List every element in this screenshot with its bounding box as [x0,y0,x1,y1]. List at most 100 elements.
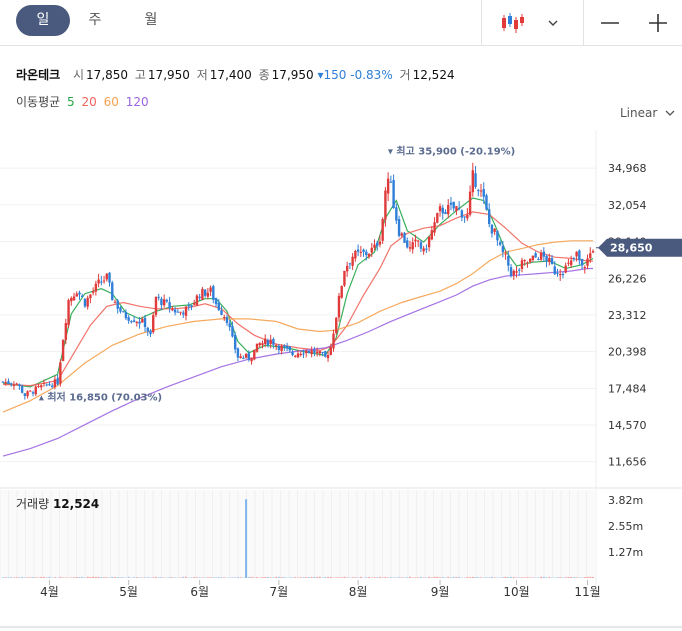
candle-body [520,260,524,269]
candle-body [444,211,447,215]
volume-label: 거 [399,68,411,82]
tab-week[interactable]: 주 [88,12,102,28]
candle-body [512,270,515,276]
x-tick-label: 8월 [349,585,368,599]
candle-body [291,351,294,356]
volume-bar [152,577,155,578]
candle-body [304,350,308,354]
candle-body [386,178,390,194]
volume-bar [376,577,379,578]
candle-body [61,339,65,362]
candle-body [463,216,466,218]
candle-body [285,346,289,349]
candle-body [209,287,212,292]
candle-body [100,281,103,283]
volume-bar [548,577,551,578]
volume-bar [141,577,144,578]
ma-20-line [2,211,593,387]
volume-bar [81,576,84,578]
candle-body [553,266,556,275]
candle-body [288,346,292,351]
volume-bar [302,577,305,578]
candle-body [403,232,406,243]
candle-body [545,255,548,262]
volume-bar [433,576,436,578]
candle-body [548,257,551,262]
candle-body [395,207,398,221]
y-tick-label: 34,968 [608,162,647,175]
tab-day[interactable]: 일 [16,5,70,36]
volume-bar [335,577,338,578]
candle-body [105,273,108,280]
candle-body [70,297,73,302]
open-value: 17,850 [86,68,129,82]
candle-body [515,271,518,273]
candle-body [537,259,540,261]
volume-bar [299,577,302,578]
candle-body [7,381,10,384]
candle-body [152,315,155,333]
candle-body [31,392,35,394]
candle-body [59,362,62,384]
candle-body [335,317,338,334]
scale-select[interactable]: Linear [620,106,675,120]
volume-bar [223,577,226,578]
volume-panel-title: 거래량 12,524 [16,497,99,511]
volume-bar [7,577,10,578]
volume-bar [269,577,272,578]
volume-bar [59,576,62,578]
volume-bar [283,576,286,578]
candle-body [376,242,379,247]
volume-bar [280,577,283,578]
volume-bar [272,577,275,578]
candle-body [477,190,480,192]
chevron-down-icon[interactable] [540,0,566,45]
volume-bar [354,577,357,578]
candle-body [498,242,502,245]
volume-bar [389,577,392,578]
x-tick-label: 10월 [503,585,529,599]
candle-body [359,251,363,253]
volume-bar [231,577,234,578]
candle-body [430,230,434,240]
minus-icon[interactable] [596,0,624,45]
candle-body [556,272,559,274]
volume-bar [422,577,425,578]
volume-bar [29,577,32,578]
volume-bar [26,577,29,578]
volume-bar [12,577,15,578]
volume-bar [392,577,395,578]
candle-body [250,357,253,362]
volume-bar [42,577,45,578]
candle-body [559,273,562,276]
candle-body [345,265,349,272]
candle-body [157,296,160,298]
plus-icon[interactable] [644,0,672,45]
candle-body [567,262,570,264]
volume-bar [365,577,368,578]
candle-body [447,204,450,215]
volume-bar [256,577,259,578]
volume-bar [206,577,209,578]
volume-bar [310,576,313,578]
volume-bar [419,576,422,578]
volume-bar [570,576,573,578]
ma-legend-20: 20 [81,95,97,109]
volume-bar [378,576,381,578]
candle-body [526,262,529,264]
candle-body [408,247,412,249]
volume-bar [157,577,160,578]
candle-body [326,355,330,359]
candle-body [86,297,89,307]
volume-bar [198,577,201,578]
candle-body [269,339,272,345]
candle-body [242,357,245,359]
candlestick-icon[interactable] [496,0,532,45]
volume-bar [504,576,507,578]
volume-bar [86,576,89,578]
candle-body [264,338,267,344]
volume-bar [490,576,493,578]
tab-month[interactable]: 월 [144,12,158,28]
volume-bar [406,577,409,578]
